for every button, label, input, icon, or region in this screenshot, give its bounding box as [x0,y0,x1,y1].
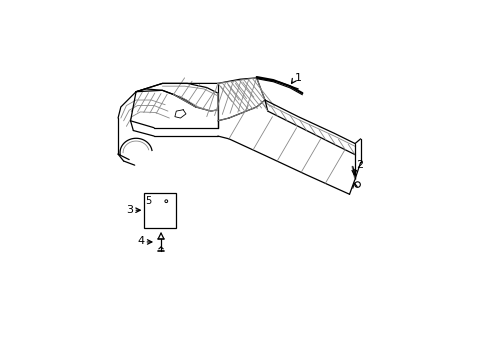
Text: 5: 5 [145,196,151,206]
Bar [145,193,176,228]
Text: 1: 1 [295,73,302,84]
Text: 3: 3 [126,204,133,215]
Text: 4: 4 [137,237,145,246]
Text: 2: 2 [356,160,363,170]
